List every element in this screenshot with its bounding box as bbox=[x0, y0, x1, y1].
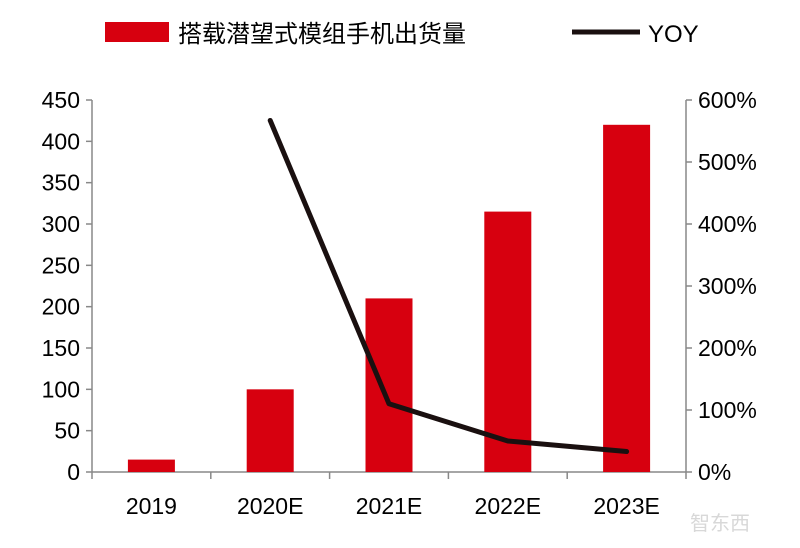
right-tick-label: 600% bbox=[698, 87, 757, 113]
bar-2019 bbox=[128, 460, 175, 472]
left-tick-label: 300 bbox=[42, 211, 80, 237]
x-tick-label: 2021E bbox=[356, 493, 423, 519]
bar-2023E bbox=[603, 125, 650, 472]
left-tick-label: 200 bbox=[42, 294, 80, 320]
right-tick-label: 0% bbox=[698, 459, 731, 485]
line-series bbox=[270, 120, 627, 451]
legend: 搭载潜望式模组手机出货量 YOY bbox=[105, 21, 699, 48]
right-tick-label: 300% bbox=[698, 273, 757, 299]
bar-2020E bbox=[247, 389, 294, 472]
bars bbox=[128, 125, 650, 472]
legend-swatch-bar bbox=[105, 22, 169, 42]
x-tick-label: 2020E bbox=[237, 493, 304, 519]
x-tick-label: 2023E bbox=[593, 493, 660, 519]
watermark: 智东西 bbox=[690, 512, 750, 535]
left-tick-label: 250 bbox=[42, 252, 80, 278]
left-tick-label: 400 bbox=[42, 128, 80, 154]
left-tick-label: 0 bbox=[67, 459, 80, 485]
right-tick-label: 100% bbox=[698, 397, 757, 423]
bar-2022E bbox=[484, 212, 531, 472]
right-tick-label: 200% bbox=[698, 335, 757, 361]
left-tick-label: 50 bbox=[54, 418, 80, 444]
right-tick-label: 400% bbox=[698, 211, 757, 237]
yoy-line bbox=[270, 120, 626, 451]
left-tick-label: 150 bbox=[42, 335, 80, 361]
right-tick-label: 500% bbox=[698, 149, 757, 175]
legend-label-bar: 搭载潜望式模组手机出货量 bbox=[178, 21, 466, 48]
x-tick-label: 2019 bbox=[126, 493, 177, 519]
left-tick-label: 450 bbox=[42, 87, 80, 113]
x-tick-label: 2022E bbox=[475, 493, 542, 519]
left-tick-label: 100 bbox=[42, 376, 80, 402]
left-tick-label: 350 bbox=[42, 170, 80, 196]
bar-2021E bbox=[366, 298, 413, 472]
legend-label-line: YOY bbox=[648, 21, 699, 48]
